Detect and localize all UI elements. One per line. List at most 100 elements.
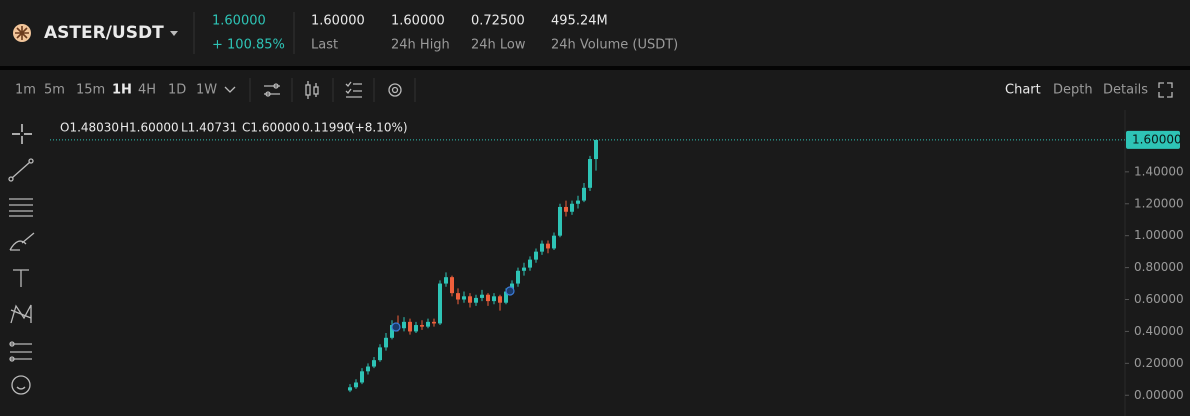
measure-tool[interactable] [9,341,32,362]
ohlc-value: C1.60000 [242,121,300,135]
header-price: 1.60000 [212,14,266,29]
candle-body [402,321,406,329]
interval-button[interactable]: 1D [168,83,186,98]
candle-body [444,277,448,284]
fullscreen-button[interactable] [1158,82,1173,98]
candle-body [576,200,580,204]
logo [13,24,31,42]
candle-body [492,296,496,302]
candle-body [498,296,502,303]
stat-value: 0.72500 [471,14,525,29]
view-tab[interactable]: Chart [1005,83,1041,98]
candle-body [564,206,568,212]
stat-value: 1.60000 [311,14,365,29]
interval-button[interactable]: 4H [138,83,156,98]
ohlc-value: (+8.10%) [350,121,408,135]
candle-body [552,235,556,249]
candle-body [468,296,472,303]
candle-body [462,296,466,300]
stat-value: 495.24M [551,14,608,29]
ohlc-legend: O1.48030 H1.60000 L1.40731 C1.60000 0.11990(… [60,121,408,135]
y-tick-label: 0.80000 [1134,260,1184,274]
y-tick-label: 0.20000 [1134,356,1184,370]
candle-body [516,270,520,284]
candle-body [360,371,364,383]
y-tick-label: 0.00000 [1134,388,1184,402]
ohlc-value: 0.11990 [302,121,352,135]
emoji-tool[interactable] [11,375,31,395]
interval-button[interactable]: 5m [44,83,65,98]
candle-body [348,387,352,391]
y-tick-label: 1.40000 [1134,164,1184,178]
candle-body [582,187,586,201]
ohlc-value: O1.48030 [60,121,119,135]
candle-body [594,139,598,160]
event-marker[interactable] [505,286,515,296]
candle-body [450,277,454,294]
interval-button[interactable]: 1m [15,83,36,98]
interval-button[interactable]: 1H [112,83,132,98]
brush-tool[interactable] [9,232,35,251]
stat-value: 1.60000 [391,14,445,29]
y-tick-label: 1.00000 [1134,228,1184,242]
text-tool[interactable] [13,269,29,287]
interval-button[interactable]: 1W [196,83,217,98]
candle-body [522,267,526,271]
candle-body [438,283,442,324]
candle-body [354,382,358,388]
separator [0,66,1190,70]
symbol-dropdown[interactable] [170,31,178,36]
price-label-bg [1126,130,1180,149]
candle-body [570,203,574,212]
indicator-button[interactable] [264,83,280,97]
event-marker[interactable] [391,322,401,332]
candle-body [558,206,562,236]
candle-body [504,291,508,303]
candle-body [408,321,412,332]
candle-body [540,243,544,252]
pattern-tool[interactable] [10,304,32,324]
candle-body [390,325,394,338]
line-tool[interactable] [8,158,34,182]
candle-body [378,347,382,361]
interval-button[interactable]: 15m [76,83,105,98]
candle-body [432,321,436,324]
y-tick-label: 1.20000 [1134,196,1184,210]
stat-label: Last [311,38,338,53]
y-tick-label: 0.60000 [1134,292,1184,306]
candlestick-plot: 0.00000 0.20000 0.40000 0.60000 0.80000 1.000… [50,110,1184,416]
event-markers [391,286,515,332]
template-button[interactable] [345,81,362,98]
stat-label: 24h High [391,38,450,53]
stat-label: 24h Volume (USDT) [551,38,678,53]
candle-body [372,360,376,367]
fib-tool[interactable] [9,198,33,217]
toolbar: 1m 5m 15m 1H 4H 1D 1W Chart Depth Details [15,78,1173,102]
ohlc-value: L1.40731 [181,121,237,135]
header-change: + 100.85% [212,38,285,53]
candle-body [486,294,490,302]
view-tab[interactable]: Depth [1053,83,1093,98]
candle-body [420,325,424,327]
stat-label: 24h Low [471,38,526,53]
view-tab[interactable]: Details [1103,83,1148,98]
ohlc-value: H1.60000 [120,121,179,135]
stats: 1.60000 Last 1.60000 24h High 0.72500 24h Low… [311,14,678,53]
candle-body [366,366,370,372]
candle-body [474,297,478,303]
settings-button[interactable] [388,83,402,97]
candle-body [456,293,460,300]
candle-body [546,243,550,249]
chart-type-button[interactable] [305,81,319,99]
candle-body [534,251,538,260]
interval-dropdown[interactable] [224,86,236,93]
price-label: 1.60000 [1132,132,1182,146]
candle-body [480,294,484,298]
crosshair-tool[interactable] [12,124,32,144]
candle-body [528,259,532,268]
candle-body [426,321,430,327]
chart-panel [0,70,1190,416]
symbol[interactable]: ASTER/USDT [44,23,164,43]
